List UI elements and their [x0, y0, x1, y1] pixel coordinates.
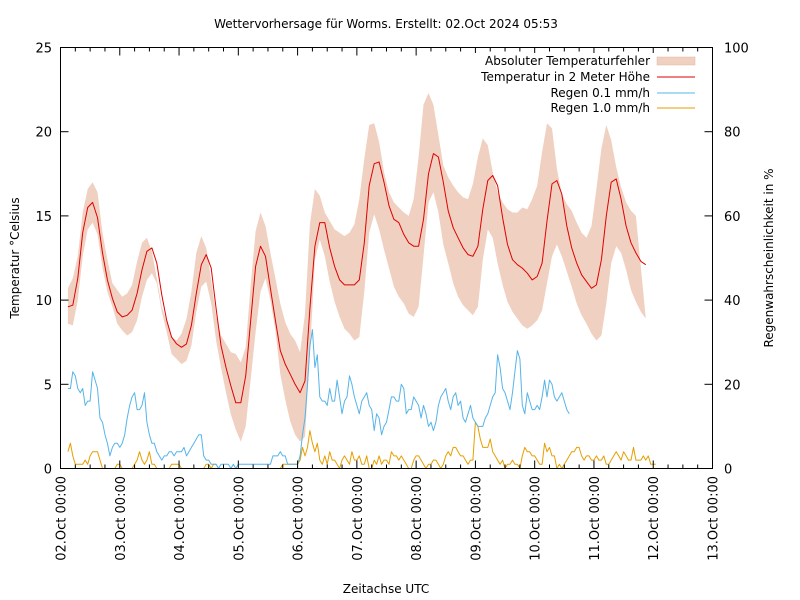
temperature-line	[67, 153, 647, 404]
chart-title: Wettervorhersage für Worms. Erstellt: 02…	[214, 17, 558, 31]
y2-tick-label: 20	[724, 378, 741, 393]
y2-tick-label: 40	[724, 294, 741, 309]
legend: Absoluter Temperaturfehler Temperatur in…	[456, 53, 706, 115]
y2-tick-label: 60	[724, 210, 741, 225]
y2-tick-label: 0	[724, 463, 732, 478]
y-axis-tick-labels: 0 5 10 15 20 25	[35, 42, 52, 478]
x-axis-tick-labels: 02.Oct 00:00 03.Oct 00:00 04.Oct 00:00 05.O…	[55, 476, 722, 561]
x-tick-label: 06.Oct 00:00	[292, 476, 307, 561]
axis-ticks	[60, 47, 713, 469]
temperature-error-band	[67, 93, 646, 442]
x-tick-label: 03.Oct 00:00	[114, 476, 129, 561]
y2-tick-label: 100	[724, 42, 749, 57]
y-tick-label: 0	[44, 463, 52, 478]
rain-01-line	[67, 329, 570, 469]
y-tick-label: 5	[44, 378, 52, 393]
x-tick-label: 09.Oct 00:00	[469, 476, 484, 561]
y-axis-label: Temperatur °Celsius	[8, 197, 22, 319]
x-tick-label: 08.Oct 00:00	[410, 476, 425, 561]
y-tick-label: 25	[35, 42, 52, 57]
x-tick-label: 13.Oct 00:00	[707, 476, 722, 561]
x-tick-label: 10.Oct 00:00	[529, 476, 544, 561]
y-tick-label: 15	[35, 210, 52, 225]
legend-label-rain-10: Regen 1.0 mm/h	[550, 101, 650, 115]
x-axis-label: Zeitachse UTC	[343, 582, 429, 596]
x-tick-label: 12.Oct 00:00	[647, 476, 662, 561]
x-tick-label: 02.Oct 00:00	[55, 476, 70, 561]
x-tick-label: 04.Oct 00:00	[173, 476, 188, 561]
y-tick-label: 20	[35, 126, 52, 141]
y2-axis-tick-labels: 0 20 40 60 80 100	[724, 42, 749, 478]
legend-label-temperature: Temperatur in 2 Meter Höhe	[480, 70, 650, 84]
y2-axis-label: Regenwahrscheinlichkeit in %	[762, 168, 776, 347]
y2-tick-label: 80	[724, 126, 741, 141]
x-tick-label: 05.Oct 00:00	[232, 476, 247, 561]
legend-label-rain-01: Regen 0.1 mm/h	[550, 86, 650, 100]
legend-label-error-band: Absoluter Temperaturfehler	[485, 54, 650, 68]
rain-10-line	[67, 421, 656, 469]
legend-swatch-error-band	[656, 56, 696, 66]
x-tick-label: 11.Oct 00:00	[588, 476, 603, 561]
x-tick-label: 07.Oct 00:00	[351, 476, 366, 561]
temperature-error-band-layer	[67, 93, 646, 442]
y-tick-label: 10	[35, 294, 52, 309]
